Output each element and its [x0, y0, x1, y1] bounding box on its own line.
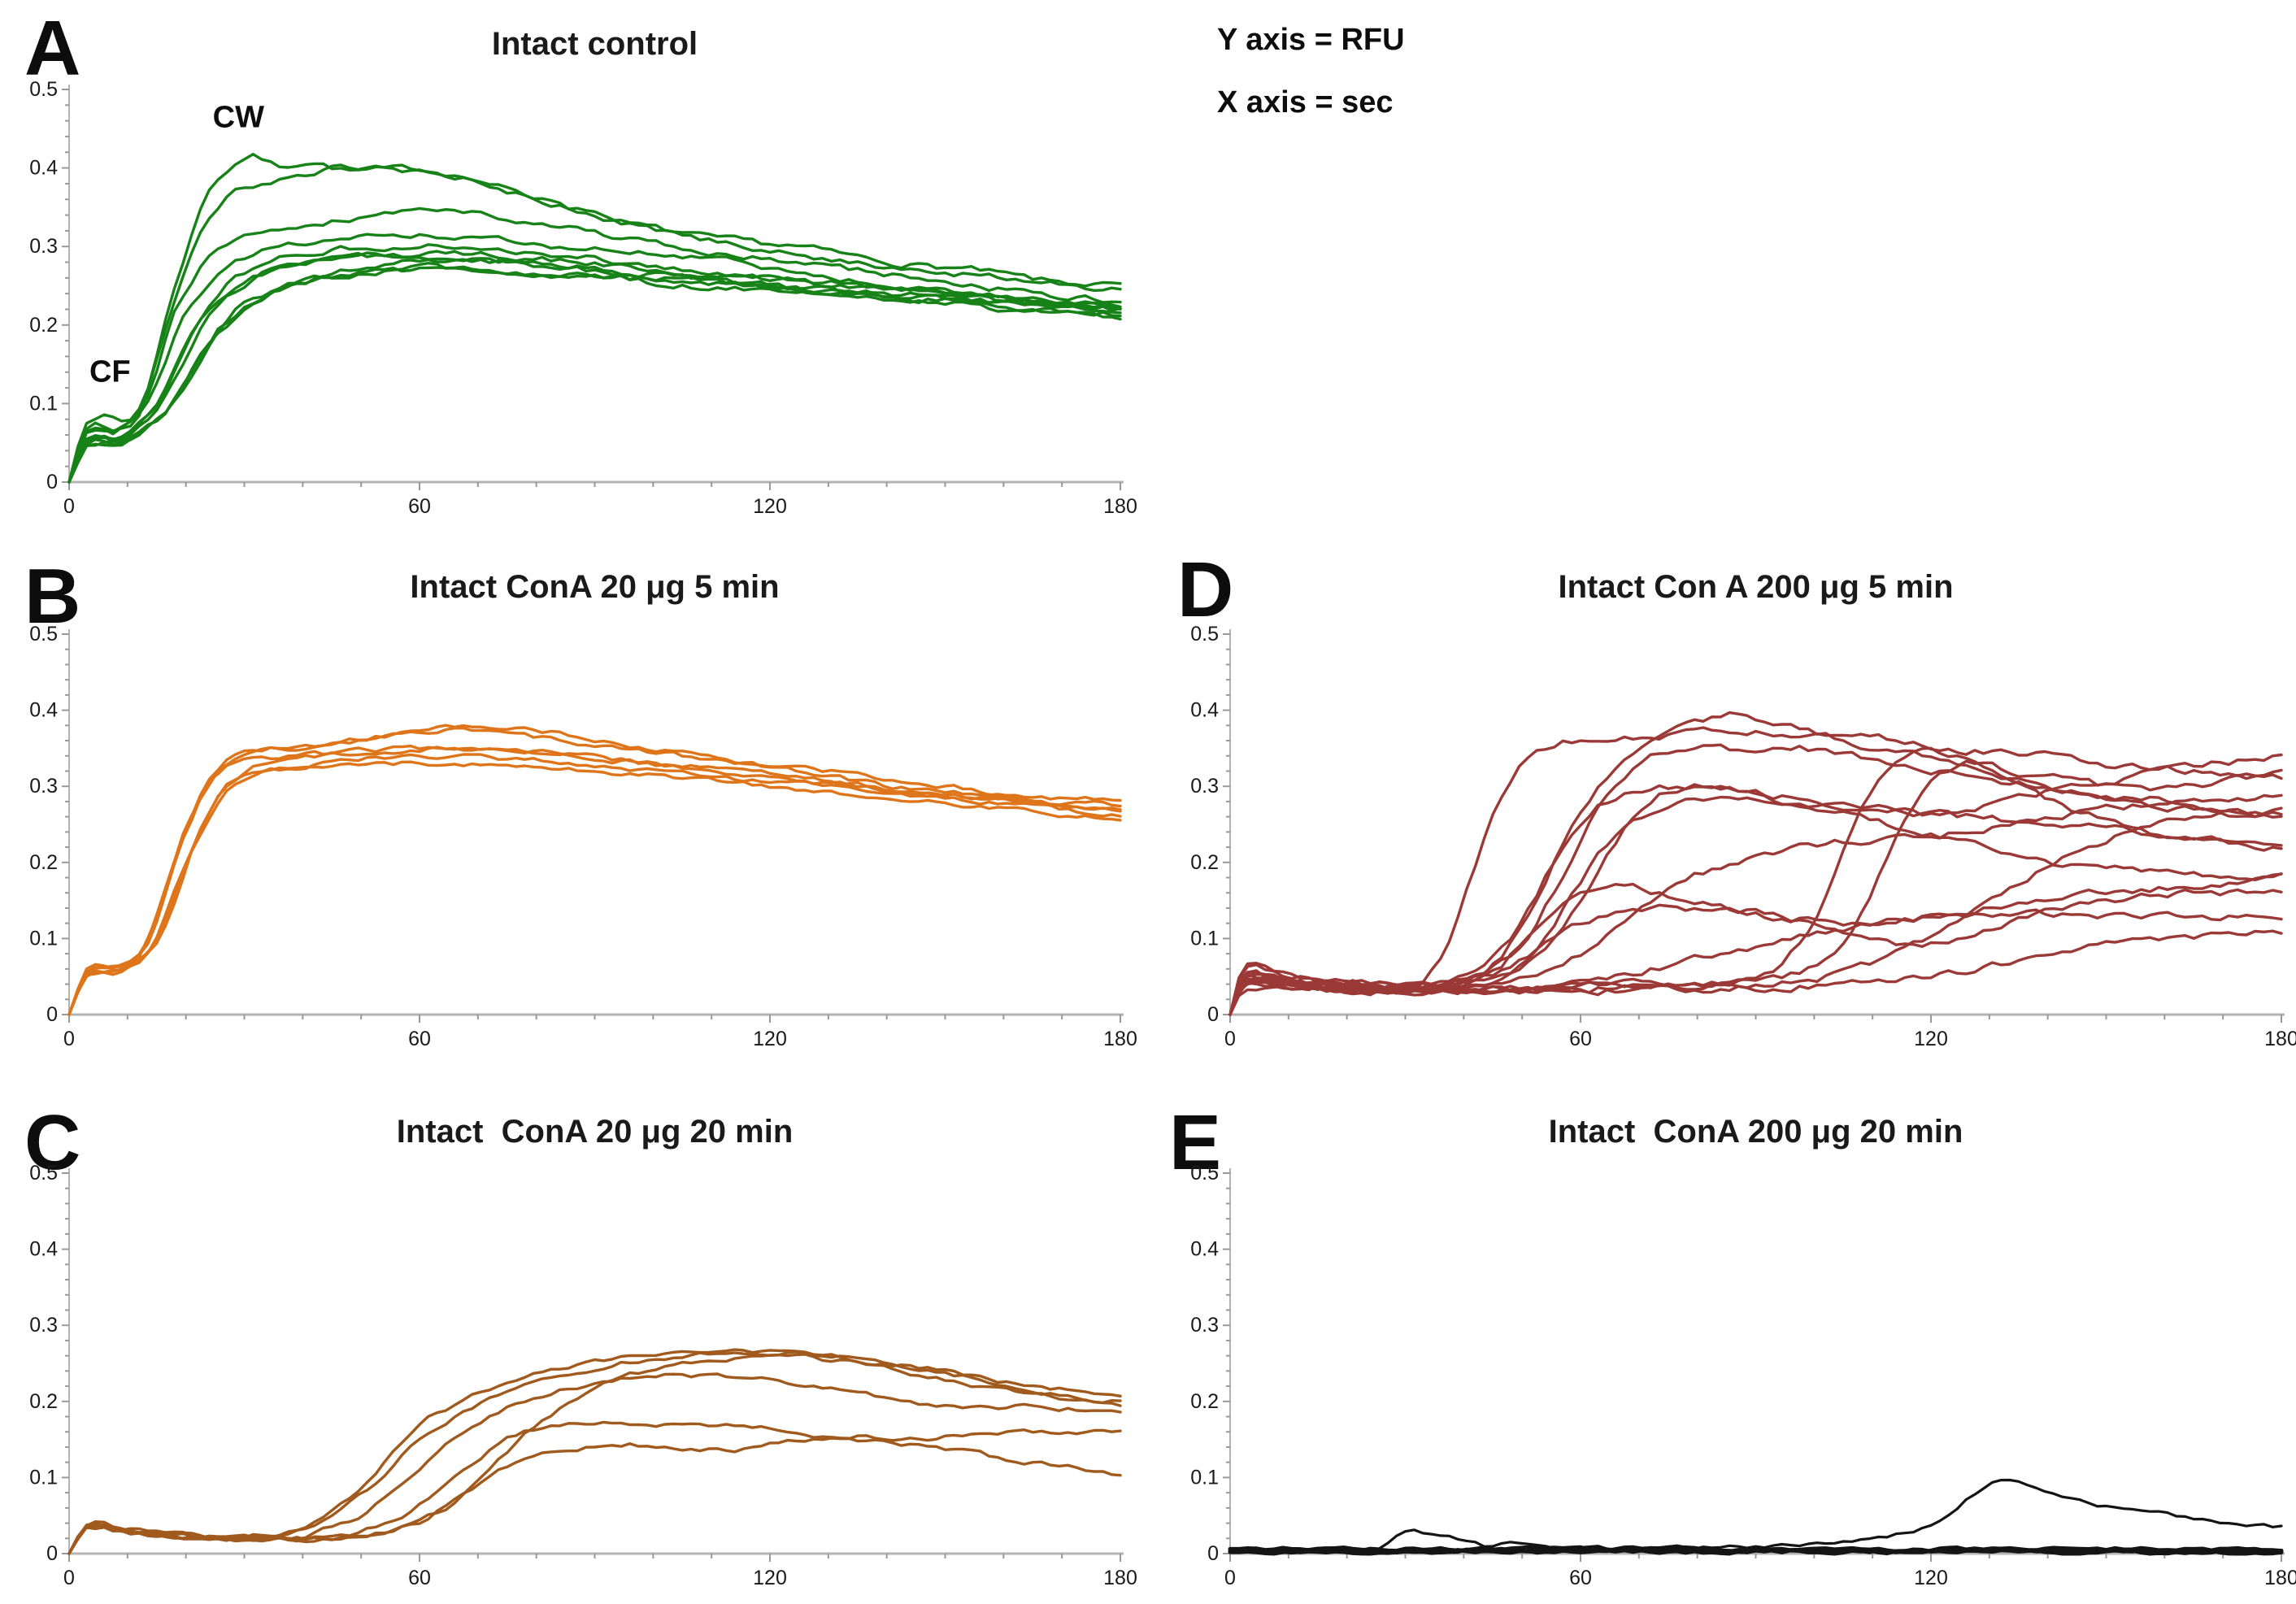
svg-text:120: 120: [1914, 1028, 1948, 1050]
svg-text:0.2: 0.2: [1190, 851, 1219, 874]
y-axis-note: Y axis = RFU: [1217, 23, 1405, 57]
svg-text:0.1: 0.1: [29, 1466, 58, 1489]
panel-b-letter: B: [24, 553, 81, 640]
svg-text:60: 60: [1569, 1567, 1592, 1589]
svg-text:120: 120: [753, 1567, 787, 1589]
svg-text:0.5: 0.5: [29, 78, 58, 101]
svg-text:180: 180: [1103, 1567, 1137, 1589]
svg-text:0.2: 0.2: [29, 851, 58, 874]
svg-text:0: 0: [63, 495, 75, 518]
svg-text:120: 120: [753, 495, 787, 518]
curve-annotation-cf: CF: [89, 354, 131, 389]
svg-text:0.5: 0.5: [29, 1162, 58, 1185]
svg-text:0.4: 0.4: [29, 157, 58, 180]
x-axis-note: X axis = sec: [1217, 85, 1394, 120]
panel-e-chart: 0 0.1 0.2 0.3 0.4 0.5 0 60 120 180: [1190, 1162, 2296, 1589]
svg-text:0.1: 0.1: [1190, 1466, 1219, 1489]
svg-text:0: 0: [46, 1003, 58, 1026]
panel-c-title: Intact ConA 20 μg 20 min: [396, 1114, 794, 1150]
svg-text:0: 0: [46, 471, 58, 493]
svg-text:0.5: 0.5: [29, 623, 58, 646]
svg-text:0.1: 0.1: [29, 392, 58, 415]
svg-text:0: 0: [1224, 1567, 1236, 1589]
svg-text:180: 180: [1103, 495, 1137, 518]
svg-text:0.2: 0.2: [29, 1390, 58, 1413]
svg-text:0.4: 0.4: [29, 699, 58, 722]
svg-text:60: 60: [408, 495, 431, 518]
panel-a-letter: A: [24, 5, 81, 92]
svg-text:0.3: 0.3: [1190, 1314, 1219, 1337]
svg-text:0.2: 0.2: [1190, 1390, 1219, 1413]
svg-text:0.3: 0.3: [1190, 775, 1219, 798]
svg-text:0: 0: [1207, 1003, 1219, 1026]
svg-text:0: 0: [1207, 1542, 1219, 1565]
svg-text:0.4: 0.4: [1190, 699, 1219, 722]
svg-text:0.1: 0.1: [29, 927, 58, 950]
svg-text:0: 0: [1224, 1028, 1236, 1050]
panel-b-chart: 0 0.1 0.2 0.3 0.4 0.5 0 60 120 180: [29, 623, 1137, 1050]
svg-text:0: 0: [46, 1542, 58, 1565]
panel-d-title: Intact Con A 200 μg 5 min: [1558, 569, 1954, 605]
svg-text:0.3: 0.3: [29, 775, 58, 798]
svg-text:60: 60: [408, 1028, 431, 1050]
svg-text:180: 180: [2264, 1567, 2296, 1589]
panel-d-chart: 0 0.1 0.2 0.3 0.4 0.5 0 60 120 180: [1190, 623, 2296, 1050]
svg-text:180: 180: [2264, 1028, 2296, 1050]
svg-text:120: 120: [753, 1028, 787, 1050]
svg-text:0: 0: [63, 1567, 75, 1589]
panel-a-title: Intact control: [491, 26, 698, 62]
svg-text:120: 120: [1914, 1567, 1948, 1589]
panel-c-chart: 0 0.1 0.2 0.3 0.4 0.5 0 60 120 180: [29, 1162, 1137, 1589]
panel-c-letter: C: [24, 1099, 81, 1186]
panel-d-letter: D: [1177, 546, 1234, 633]
svg-text:180: 180: [1103, 1028, 1137, 1050]
curve-annotation-cw: CW: [213, 100, 264, 134]
svg-text:0.2: 0.2: [29, 314, 58, 337]
svg-text:0.3: 0.3: [29, 235, 58, 258]
svg-text:0.1: 0.1: [1190, 927, 1219, 950]
panel-a-chart: 0 0.1 0.2 0.3 0.4 0.5 0 60 120 180 CW CF: [29, 78, 1137, 518]
svg-text:0.5: 0.5: [1190, 1162, 1219, 1185]
panel-b-title: Intact ConA 20 μg 5 min: [410, 569, 780, 605]
svg-text:0.5: 0.5: [1190, 623, 1219, 646]
svg-text:0: 0: [63, 1028, 75, 1050]
svg-text:0.4: 0.4: [1190, 1238, 1219, 1261]
svg-text:60: 60: [408, 1567, 431, 1589]
svg-text:0.3: 0.3: [29, 1314, 58, 1337]
panel-e-letter: E: [1169, 1099, 1222, 1186]
panel-e-title: Intact ConA 200 μg 20 min: [1548, 1114, 1963, 1150]
svg-text:60: 60: [1569, 1028, 1592, 1050]
svg-text:0.4: 0.4: [29, 1238, 58, 1261]
